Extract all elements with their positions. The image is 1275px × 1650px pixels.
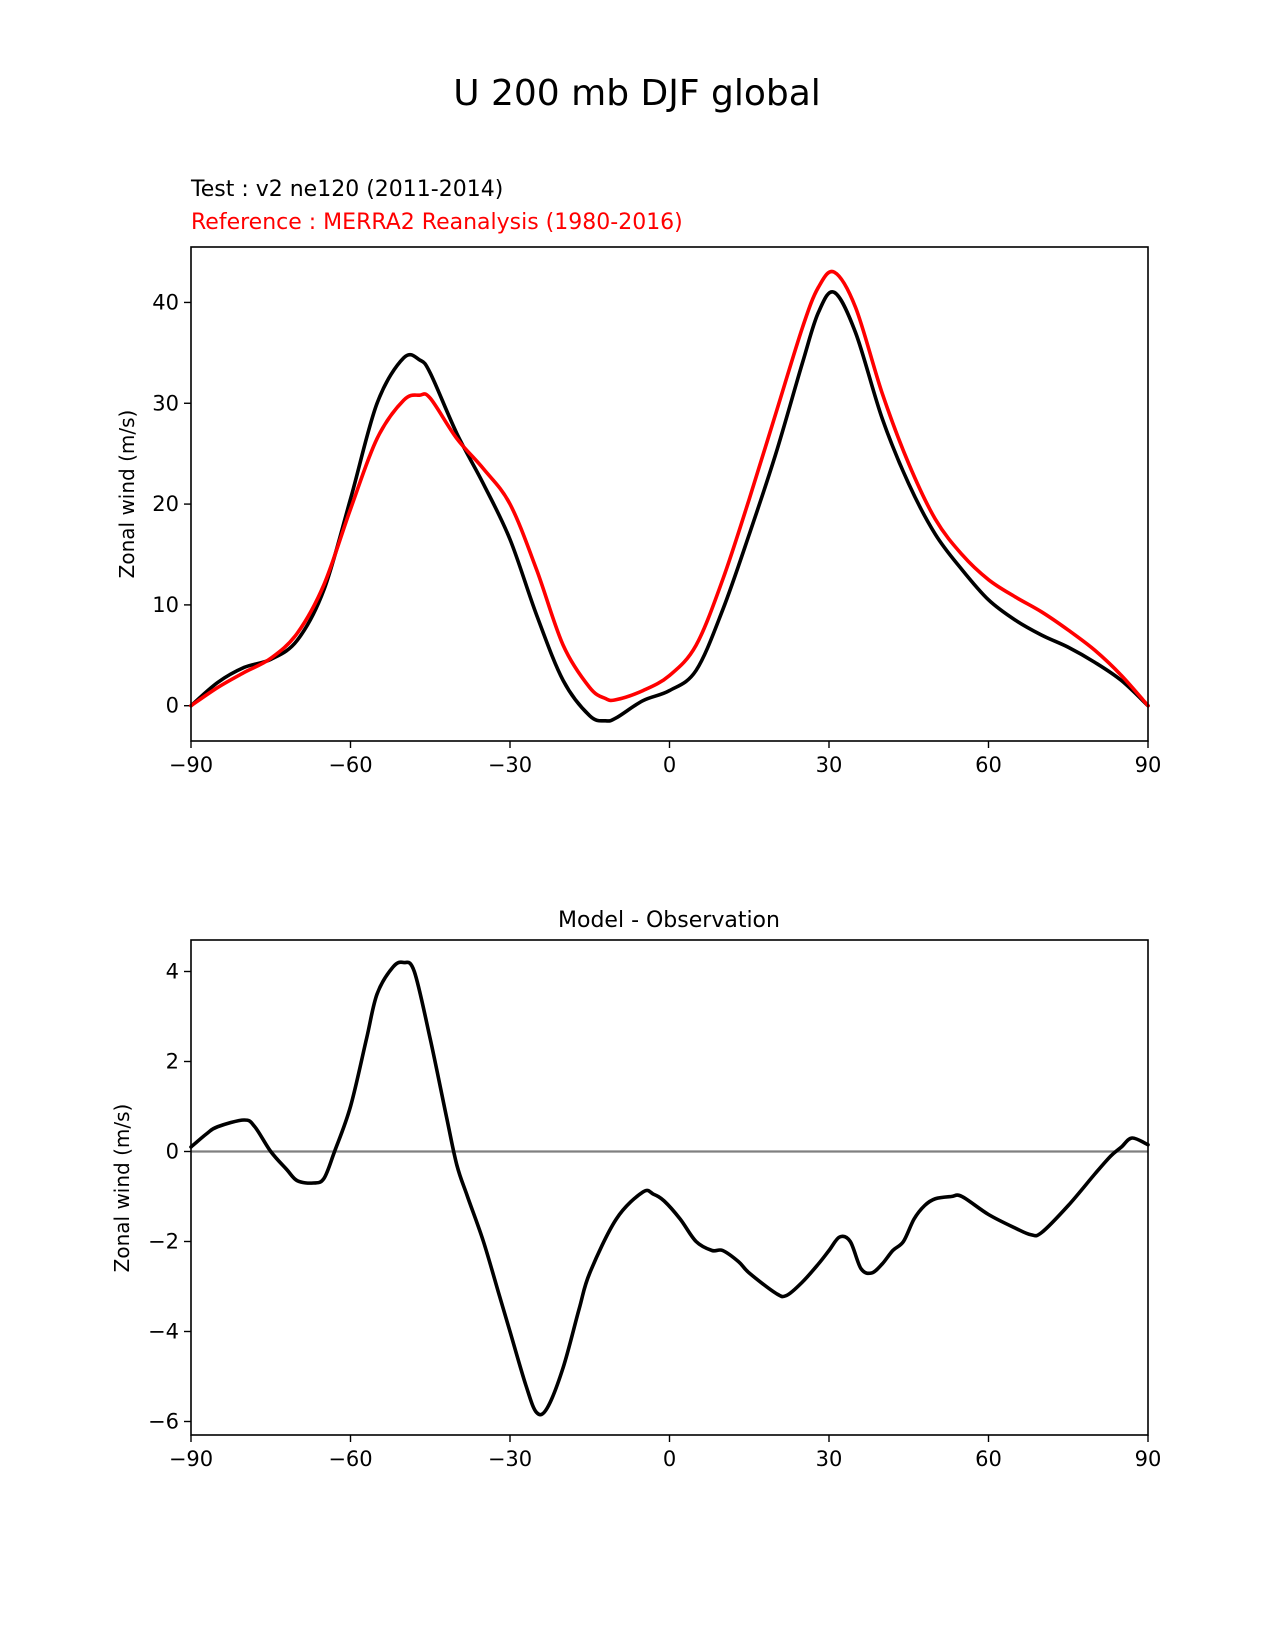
top-y-axis-label: Zonal wind (m/s) xyxy=(115,410,139,579)
top-axes: −90 −60 −30 0 30 60 90 0 10 20 30 40 xyxy=(152,290,1161,777)
reference-subtitle: Reference : MERRA2 Reanalysis (1980-2016… xyxy=(191,210,683,235)
bottom-y-axis-label: Zonal wind (m/s) xyxy=(110,1104,134,1273)
top-x-tick-label: −60 xyxy=(328,753,372,777)
bottom-y-tick-label: 0 xyxy=(166,1140,179,1164)
bottom-x-tick-label: −30 xyxy=(488,1447,532,1471)
bottom-x-tick-label: 60 xyxy=(975,1447,1002,1471)
top-panel: Test : v2 ne120 (2011-2014) Reference : … xyxy=(115,177,1161,777)
bottom-x-tick-label: 30 xyxy=(816,1447,843,1471)
top-y-tick-label: 20 xyxy=(152,492,179,516)
top-y-tick-label: 10 xyxy=(152,593,179,617)
test-subtitle: Test : v2 ne120 (2011-2014) xyxy=(190,177,503,202)
top-series-reference xyxy=(189,269,1150,708)
figure-title: U 200 mb DJF global xyxy=(453,73,821,114)
bottom-y-tick-label: −4 xyxy=(148,1320,179,1344)
bottom-series-model-observation xyxy=(189,960,1150,1417)
bottom-x-tick-label: 90 xyxy=(1135,1447,1162,1471)
top-y-tick-label: 30 xyxy=(152,391,179,415)
bottom-panel: Model - Observation −90 −60 −30 0 30 60 90 −6 −4… xyxy=(110,908,1161,1471)
bottom-axes: −90 −60 −30 0 30 60 90 −6 −4 −2 0 2 4 xyxy=(148,960,1161,1472)
bottom-plot-frame xyxy=(190,939,1149,1436)
top-x-tick-label: 60 xyxy=(975,753,1002,777)
top-plot-frame xyxy=(190,246,1149,742)
top-series-group xyxy=(189,269,1150,723)
bottom-y-tick-label: 2 xyxy=(166,1050,179,1074)
top-series-test xyxy=(189,290,1150,723)
bottom-x-tick-label: 0 xyxy=(663,1447,676,1471)
bottom-y-tick-label: 4 xyxy=(166,960,179,984)
top-y-tick-label: 0 xyxy=(166,694,179,718)
top-x-tick-label: −30 xyxy=(488,753,532,777)
top-x-tick-label: 90 xyxy=(1135,753,1162,777)
bottom-x-tick-label: −90 xyxy=(169,1447,213,1471)
bottom-y-tick-label: −6 xyxy=(148,1410,179,1434)
bottom-x-tick-label: −60 xyxy=(328,1447,372,1471)
bottom-series-group xyxy=(189,960,1150,1417)
top-x-tick-label: 0 xyxy=(663,753,676,777)
top-y-tick-label: 40 xyxy=(152,290,179,314)
bottom-y-tick-label: −2 xyxy=(148,1230,179,1254)
bottom-panel-title: Model - Observation xyxy=(558,908,780,933)
top-x-tick-label: 30 xyxy=(816,753,843,777)
top-x-tick-label: −90 xyxy=(169,753,213,777)
